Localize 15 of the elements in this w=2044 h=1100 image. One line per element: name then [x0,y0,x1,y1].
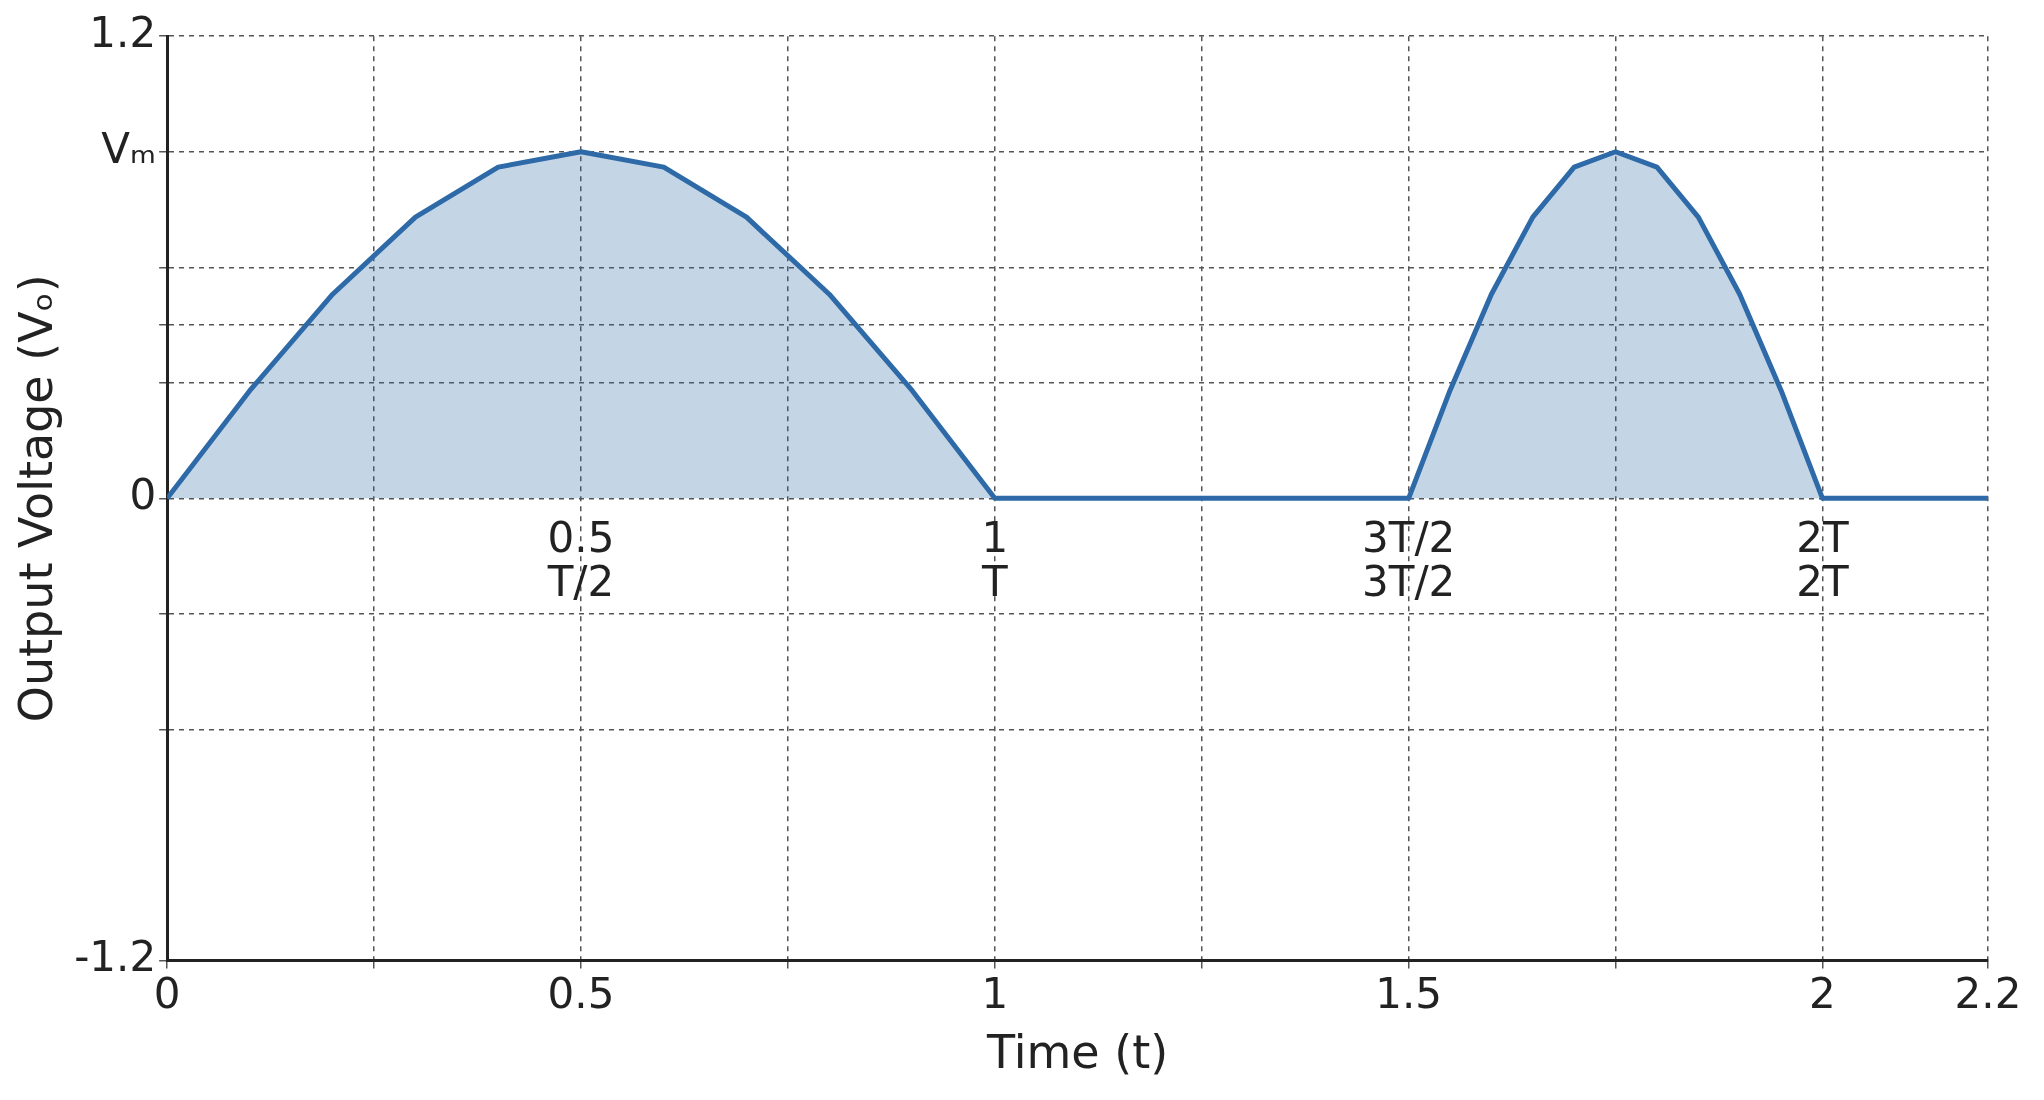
y-axis-title: Output Voltage (Vₒ) [8,274,63,723]
x-tick-label: 0.5 [547,968,615,1018]
annotation: 0.5 T/2 [546,513,615,607]
y-tick-label: -1.2 [74,932,157,982]
x-tick-label: 1 [981,968,1009,1018]
x-axis-title: Time (t) [986,1025,1169,1080]
y-tick-label: 0 [129,470,157,520]
y-tick-label: 1.2 [89,8,157,58]
y-tick-label: Vₘ [101,123,157,173]
x-tick-label: 2 [1809,968,1836,1018]
x-tick-label: 1.5 [1375,968,1443,1018]
annotation: 2T 2T [1796,513,1849,607]
x-tick-label: 2.2 [1954,968,2022,1018]
annotation: 1 T [980,513,1009,607]
annotation: 3T/2 3T/2 [1362,513,1456,607]
